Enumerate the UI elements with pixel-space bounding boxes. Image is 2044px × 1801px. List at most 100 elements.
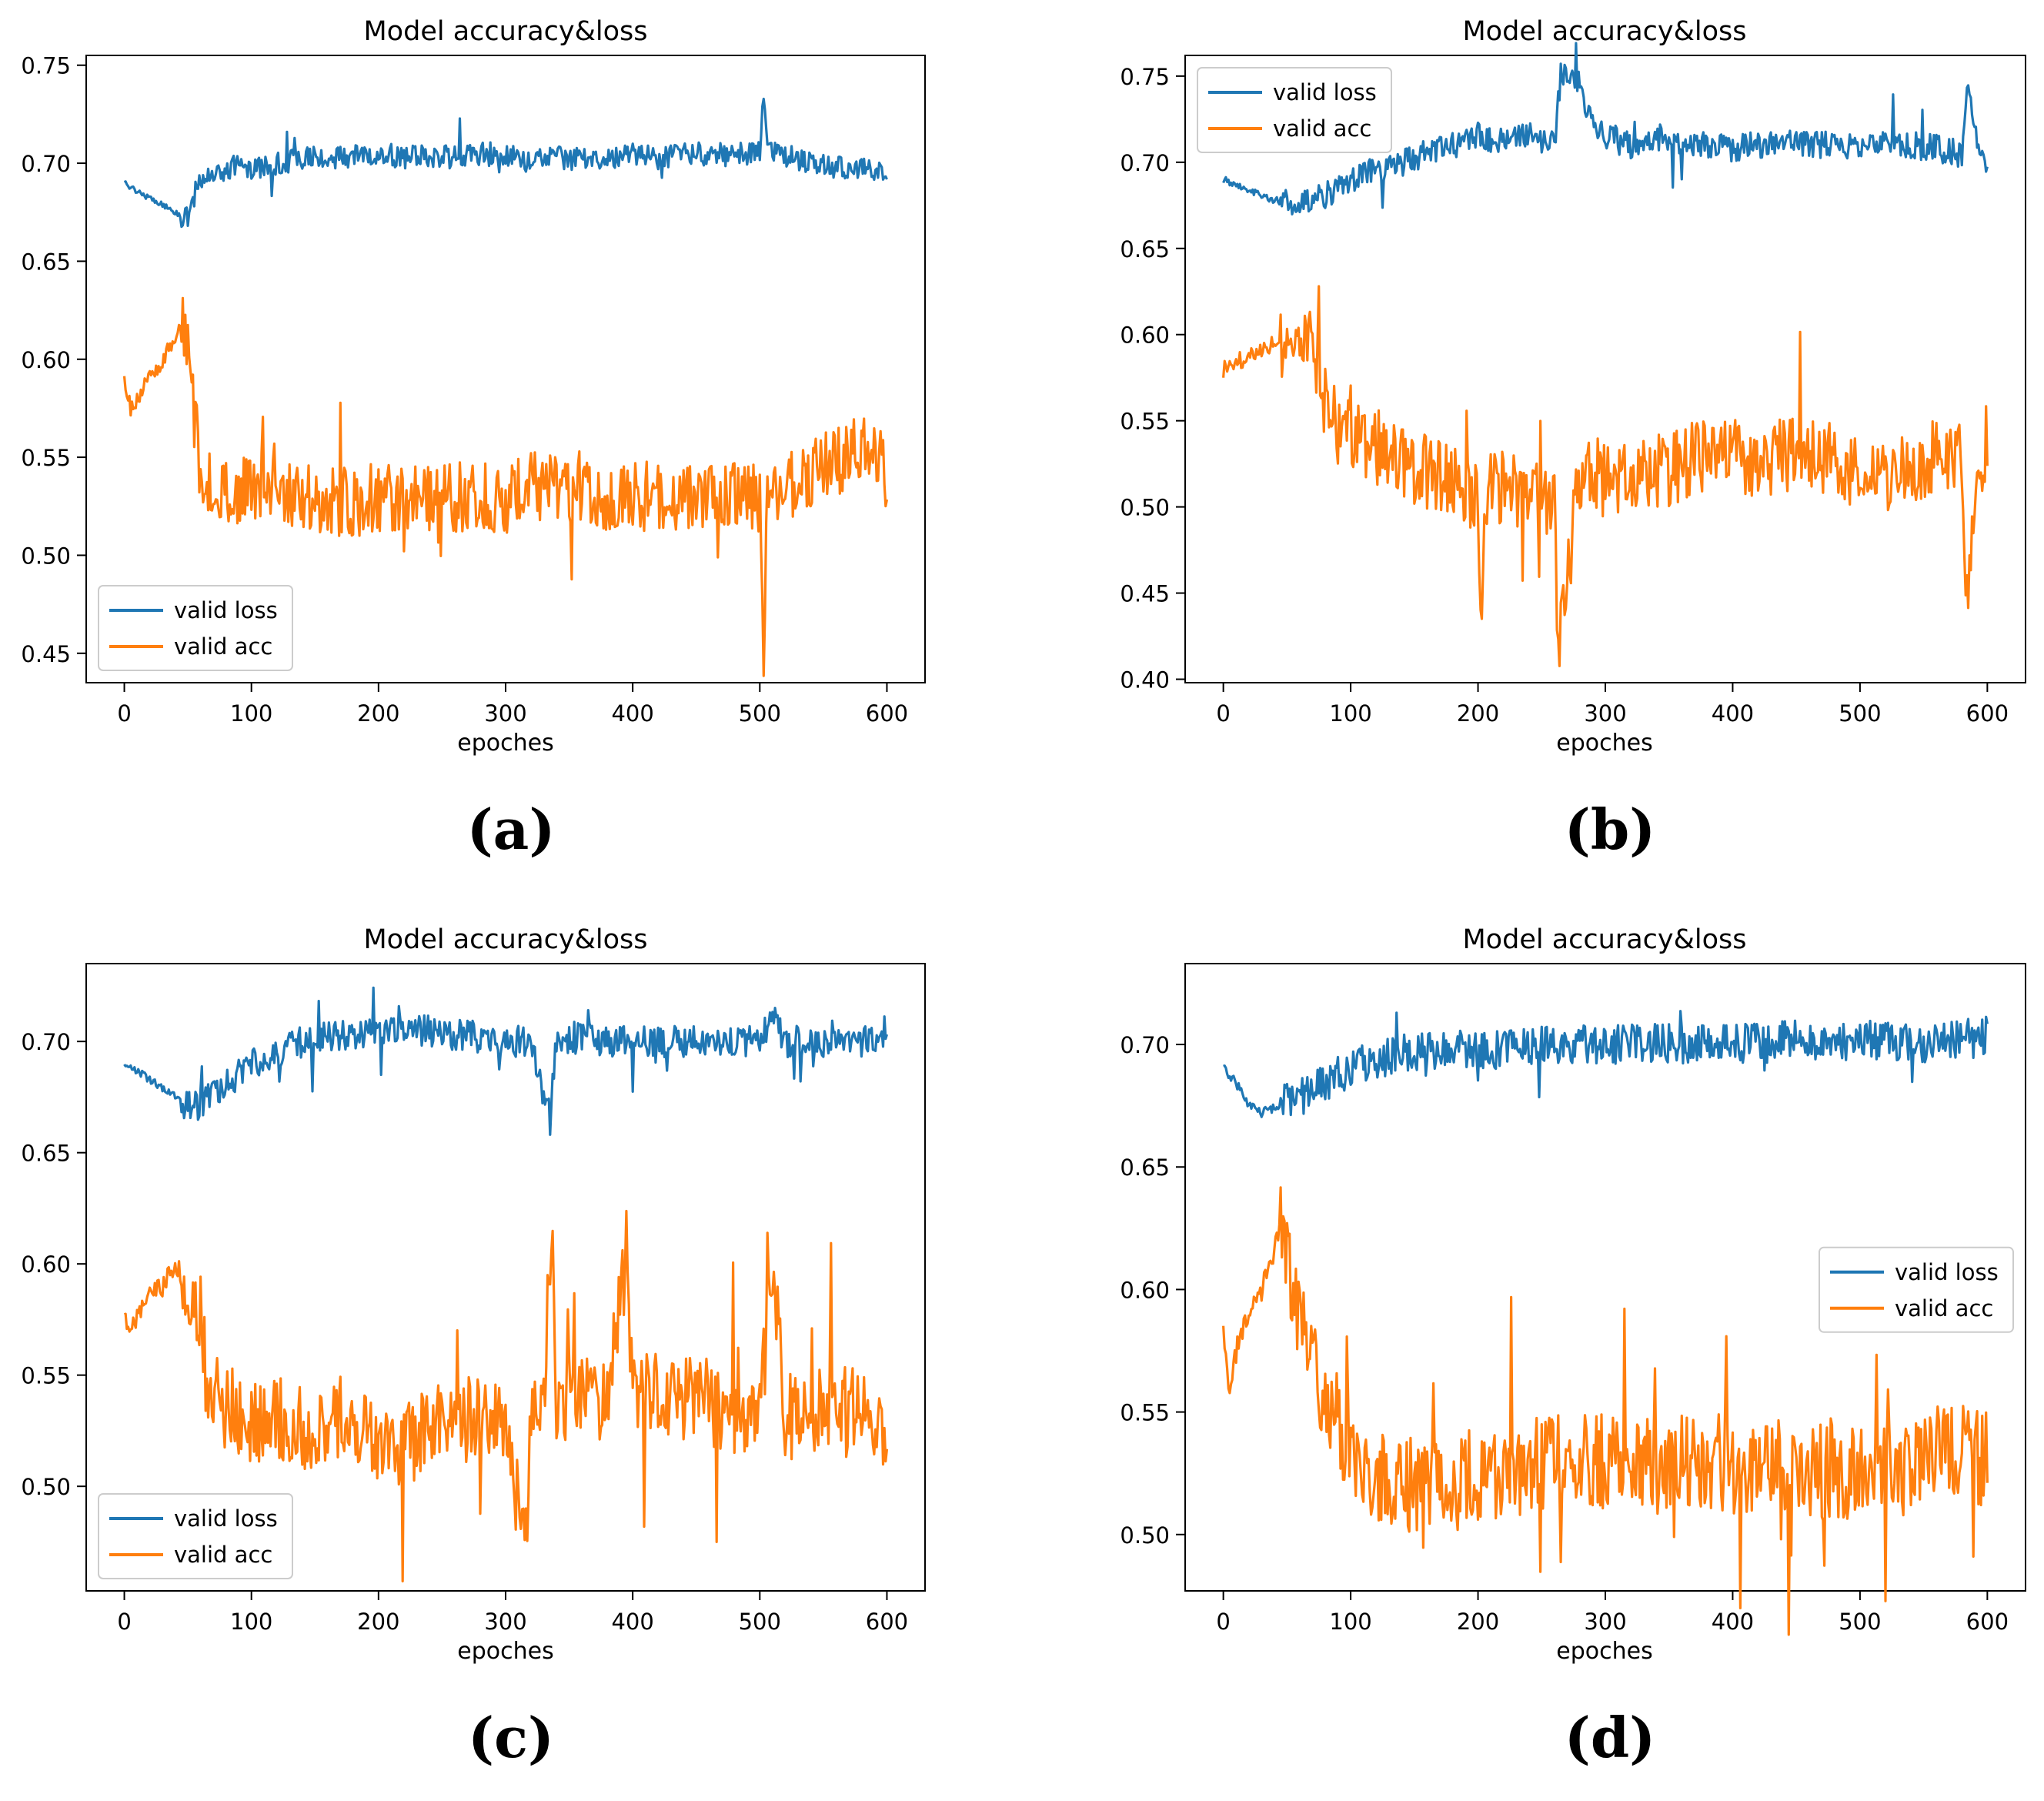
y-tick-label: 0.45	[21, 641, 71, 667]
chart-c-title: Model accuracy&loss	[363, 924, 647, 955]
y-tick-label: 0.45	[1120, 581, 1170, 607]
legend-label-valid-acc: valid acc	[174, 1542, 272, 1568]
x-tick-label: 500	[739, 1609, 781, 1635]
x-tick-label: 200	[357, 700, 399, 727]
y-tick-label: 0.60	[1120, 1277, 1170, 1303]
x-tick-label: 400	[1712, 1609, 1754, 1635]
x-tick-label: 200	[1457, 1609, 1499, 1635]
y-tick-label: 0.70	[21, 151, 71, 177]
chart-panel-b: Model accuracy&loss 0.40 0.45 0.50 0.55 0.60…	[1022, 0, 2044, 893]
legend-label-valid-acc: valid acc	[1895, 1295, 1993, 1322]
x-tick-label: 500	[739, 700, 781, 727]
chart-d-xticks: 0 100 200 300 400 500 600	[1216, 1591, 2009, 1635]
y-tick-label: 0.70	[1120, 1032, 1170, 1058]
x-tick-label: 500	[1839, 700, 1881, 727]
legend-label-valid-loss: valid loss	[1273, 79, 1377, 105]
chart-b-lines	[1222, 42, 1989, 667]
chart-a-xticks: 0 100 200 300 400 500 600	[117, 683, 908, 727]
legend-label-valid-acc: valid acc	[1273, 115, 1371, 142]
chart-b-legend: valid loss valid acc	[1197, 67, 1392, 153]
y-tick-label: 0.75	[21, 53, 71, 79]
chart-panel-a: Model accuracy&loss 0.45 0.50 0.55 0.60 0.65…	[0, 0, 1022, 893]
y-tick-label: 0.50	[1120, 495, 1170, 521]
chart-panel-c: Model accuracy&loss 0.50 0.55 0.60 0.65 0.70…	[0, 908, 1022, 1801]
x-tick-label: 400	[611, 700, 653, 727]
y-tick-label: 0.50	[21, 1474, 71, 1500]
series-line-valid-loss	[123, 986, 889, 1136]
chart-c-lines	[123, 986, 889, 1583]
x-tick-label: 100	[1329, 700, 1371, 727]
chart-b-xticks: 0 100 200 300 400 500 600	[1216, 683, 2009, 727]
chart-a-svg: Model accuracy&loss 0.45 0.50 0.55 0.60 0.65…	[21, 16, 926, 757]
chart-c-yticks: 0.50 0.55 0.60 0.65 0.70	[21, 1029, 86, 1500]
legend-frame	[1197, 67, 1392, 153]
chart-d-lines	[1222, 1010, 1989, 1636]
chart-a-caption: (a)	[466, 797, 556, 862]
y-tick-label: 0.75	[1120, 64, 1170, 90]
y-tick-label: 0.60	[21, 1251, 71, 1278]
y-tick-label: 0.60	[21, 347, 71, 373]
chart-b-svg: Model accuracy&loss 0.40 0.45 0.50 0.55 0.60…	[1120, 16, 2026, 757]
chart-d-svg: Model accuracy&loss 0.50 0.55 0.60 0.65 0.70…	[1120, 924, 2026, 1665]
y-tick-label: 0.55	[21, 1363, 71, 1389]
y-tick-label: 0.65	[21, 249, 71, 275]
x-tick-label: 200	[1457, 700, 1499, 727]
chart-c-xticks: 0 100 200 300 400 500 600	[117, 1591, 908, 1635]
y-tick-label: 0.65	[1120, 1154, 1170, 1181]
series-line-valid-loss	[1222, 42, 1989, 216]
y-tick-label: 0.65	[1120, 236, 1170, 262]
y-tick-label: 0.55	[1120, 1400, 1170, 1426]
y-tick-label: 0.65	[21, 1141, 71, 1167]
chart-panel-d: Model accuracy&loss 0.50 0.55 0.60 0.65 0.70…	[1022, 908, 2044, 1801]
y-tick-label: 0.70	[1120, 150, 1170, 176]
x-tick-label: 600	[866, 700, 908, 727]
x-tick-label: 0	[1216, 1609, 1230, 1635]
x-tick-label: 400	[611, 1609, 653, 1635]
series-line-valid-acc	[123, 1209, 889, 1583]
x-tick-label: 600	[1966, 700, 2009, 727]
chart-a-legend: valid loss valid acc	[98, 585, 293, 671]
legend-label-valid-loss: valid loss	[1895, 1259, 1999, 1285]
chart-a-xlabel: epoches	[457, 730, 553, 757]
chart-d-xlabel: epoches	[1556, 1638, 1652, 1665]
y-tick-label: 0.70	[21, 1029, 71, 1055]
y-tick-label: 0.60	[1120, 322, 1170, 349]
x-tick-label: 0	[117, 700, 131, 727]
chart-a-yticks: 0.45 0.50 0.55 0.60 0.65 0.70 0.75	[21, 53, 86, 667]
chart-b-xlabel: epoches	[1556, 730, 1652, 757]
legend-label-valid-loss: valid loss	[174, 1505, 278, 1532]
chart-b-caption: (b)	[1564, 797, 1656, 862]
chart-d-yticks: 0.50 0.55 0.60 0.65 0.70	[1120, 1032, 1185, 1549]
chart-c-caption: (c)	[468, 1705, 554, 1770]
x-tick-label: 500	[1839, 1609, 1881, 1635]
legend-frame	[1819, 1246, 2014, 1333]
x-tick-label: 100	[1329, 1609, 1371, 1635]
x-tick-label: 0	[1216, 700, 1230, 727]
y-tick-label: 0.50	[1120, 1522, 1170, 1549]
y-tick-label: 0.50	[21, 543, 71, 569]
chart-c-legend: valid loss valid acc	[98, 1493, 293, 1579]
y-tick-label: 0.55	[21, 445, 71, 471]
chart-a-lines	[122, 97, 889, 677]
chart-a-title: Model accuracy&loss	[363, 16, 647, 47]
x-tick-label: 100	[230, 700, 272, 727]
legend-label-valid-loss: valid loss	[174, 597, 278, 623]
series-line-valid-acc	[122, 296, 889, 677]
legend-label-valid-acc: valid acc	[174, 633, 272, 660]
chart-d-caption: (d)	[1564, 1705, 1656, 1770]
x-tick-label: 200	[357, 1609, 399, 1635]
series-line-valid-loss	[123, 97, 888, 229]
x-tick-label: 100	[230, 1609, 272, 1635]
x-tick-label: 300	[484, 700, 526, 727]
series-line-valid-loss	[1223, 1010, 1989, 1118]
legend-frame	[98, 1493, 293, 1579]
legend-frame	[98, 585, 293, 671]
x-tick-label: 600	[1966, 1609, 2009, 1635]
x-tick-label: 600	[866, 1609, 908, 1635]
x-tick-label: 300	[484, 1609, 526, 1635]
y-tick-label: 0.40	[1120, 667, 1170, 693]
series-line-valid-acc	[1222, 285, 1989, 667]
chart-d-title: Model accuracy&loss	[1462, 924, 1746, 955]
chart-b-yticks: 0.40 0.45 0.50 0.55 0.60 0.65 0.70 0.75	[1120, 64, 1185, 693]
chart-b-title: Model accuracy&loss	[1462, 16, 1746, 47]
